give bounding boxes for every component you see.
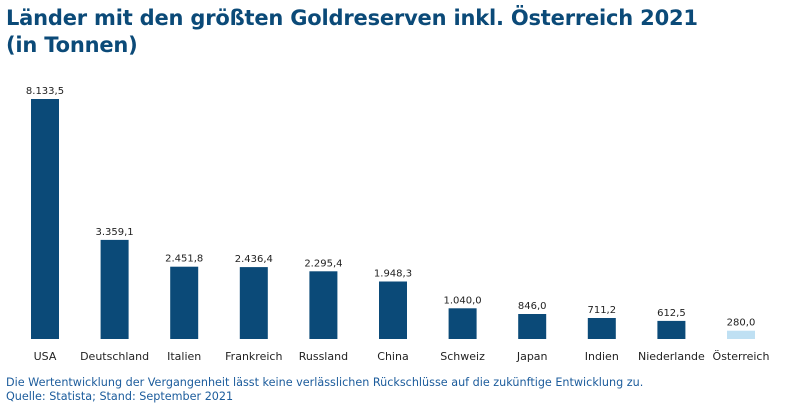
category-label-frankreich: Frankreich <box>225 350 282 363</box>
chart-title-line1: Länder mit den größten Goldreserven inkl… <box>6 6 698 30</box>
category-label-japan: Japan <box>516 350 548 363</box>
category-labels-group: USA Deutschland Italien Frankreich Russland C… <box>34 350 770 363</box>
bar-deutschland <box>100 239 129 339</box>
bar-russland <box>309 271 338 339</box>
value-label-deutschland: 3.359,1 <box>96 227 134 238</box>
value-label-frankreich: 2.436,4 <box>235 254 273 265</box>
value-label-indien: 711,2 <box>587 305 616 316</box>
value-label-japan: 846,0 <box>518 301 547 312</box>
footer-source: Quelle: Statista; Stand: September 2021 <box>6 390 234 403</box>
bar-oesterreich <box>727 330 755 339</box>
value-label-oesterreich: 280,0 <box>727 318 756 329</box>
bars-group <box>31 99 755 339</box>
category-label-china: China <box>377 350 408 363</box>
value-label-italien: 2.451,8 <box>165 254 203 265</box>
bar-frankreich <box>239 267 268 339</box>
chart-title-line2: (in Tonnen) <box>6 33 138 57</box>
category-label-usa: USA <box>34 350 57 363</box>
footer-disclaimer: Die Wertentwicklung der Vergangenheit lä… <box>6 376 644 389</box>
chart-footer: Die Wertentwicklung der Vergangenheit lä… <box>6 376 781 404</box>
bar-niederlande <box>657 320 686 339</box>
category-label-russland: Russland <box>299 350 348 363</box>
category-label-oesterreich: Österreich <box>713 350 770 363</box>
bar-japan <box>518 314 547 339</box>
chart-title: Länder mit den größten Goldreserven inkl… <box>6 5 776 59</box>
bar-usa <box>31 99 59 339</box>
bar-schweiz <box>448 308 477 339</box>
bar-china <box>379 281 407 339</box>
value-label-russland: 2.295,4 <box>304 258 342 269</box>
category-label-indien: Indien <box>585 350 619 363</box>
bar-italien <box>170 266 199 339</box>
category-label-deutschland: Deutschland <box>80 350 149 363</box>
value-label-china: 1.948,3 <box>374 269 412 280</box>
bar-indien <box>587 318 616 339</box>
value-label-niederlande: 612,5 <box>657 308 686 319</box>
category-label-schweiz: Schweiz <box>440 350 485 363</box>
category-label-niederlande: Niederlande <box>638 350 705 363</box>
value-label-schweiz: 1.040,0 <box>444 295 482 306</box>
value-labels-group: 8.133,5 3.359,1 2.451,8 2.436,4 2.295,4 1.948… <box>26 86 755 329</box>
value-label-usa: 8.133,5 <box>26 86 64 97</box>
category-label-italien: Italien <box>167 350 201 363</box>
